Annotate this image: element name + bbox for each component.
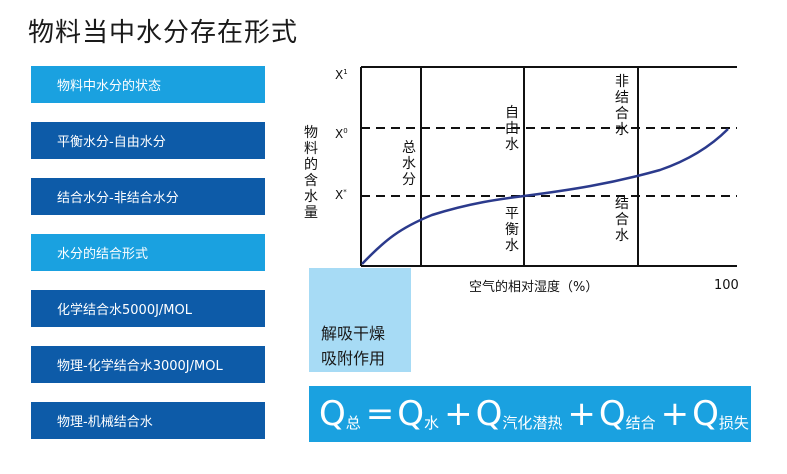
- sub-loss: 损失: [718, 413, 749, 432]
- label-equilibrium-water: 平衡水: [505, 206, 519, 254]
- sub-bind: 结合: [625, 413, 656, 432]
- sub-total: 总: [345, 413, 361, 432]
- menu-button-chemical-bound[interactable]: 化学结合水5000J/MOL: [31, 290, 265, 327]
- menu-button-water-state[interactable]: 物料中水分的状态: [31, 66, 265, 103]
- y-tick-x0: X0: [335, 127, 348, 141]
- y-tick-xs: X*: [335, 188, 347, 202]
- q-symbol: Q: [319, 394, 346, 434]
- note-desorption-drying: 解吸干燥: [321, 324, 386, 343]
- plus-sign: +: [660, 394, 690, 434]
- q-symbol: Q: [397, 394, 425, 434]
- x-axis-label: 空气的相对湿度（%）: [469, 279, 598, 295]
- page-title: 物料当中水分存在形式: [28, 18, 299, 48]
- equals-sign: =: [365, 394, 395, 434]
- menu-button-physchem-bound[interactable]: 物理-化学结合水3000J/MOL: [31, 346, 265, 383]
- plus-sign: +: [567, 394, 596, 434]
- menu-button-bound-unbound[interactable]: 结合水分-非结合水分: [31, 178, 265, 215]
- y-tick-x1: X1: [335, 68, 348, 82]
- plus-sign: +: [444, 394, 473, 434]
- sorption-curve: [361, 128, 729, 265]
- sub-vapor: 汽化潜热: [502, 413, 563, 432]
- label-total-water: 总水分: [402, 140, 416, 188]
- q-symbol: Q: [692, 394, 719, 434]
- label-unbound-water: 非结合水: [615, 74, 629, 138]
- sub-water: 水: [424, 413, 440, 432]
- q-symbol: Q: [598, 394, 626, 434]
- desorption-highlight-box: [309, 268, 411, 372]
- menu-button-physmech-bound[interactable]: 物理-机械结合水: [31, 402, 265, 439]
- svg-text:物料的含水量: 物料的含水量: [304, 125, 318, 221]
- q-symbol: Q: [475, 394, 503, 434]
- label-free-water: 自由水: [505, 105, 519, 153]
- menu-button-binding-forms[interactable]: 水分的结合形式: [31, 234, 265, 271]
- x-tick-100: 100: [714, 278, 739, 293]
- label-bound-water: 结合水: [615, 196, 629, 244]
- note-adsorption: 吸附作用: [321, 349, 386, 368]
- y-axis-label: 物料的含水量: [304, 125, 318, 221]
- menu-button-equilibrium-free[interactable]: 平衡水分-自由水分: [31, 122, 265, 159]
